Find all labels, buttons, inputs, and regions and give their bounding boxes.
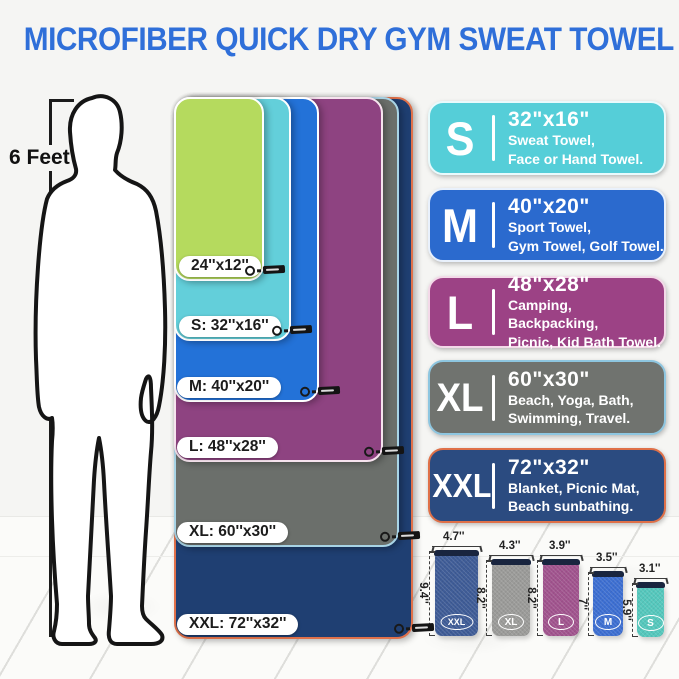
hang-tag-icon bbox=[299, 385, 341, 398]
size-card-letter: L bbox=[446, 285, 474, 339]
size-card-use-line1: Beach, Yoga, Bath, bbox=[508, 391, 634, 408]
size-card-l: L 48"x28" Camping, Backpacking, Picnic, … bbox=[428, 272, 666, 350]
size-card-dimensions: 48"x28" bbox=[508, 272, 590, 296]
size-card-use-line2: Picnic, Kid Bath Towel. bbox=[508, 333, 661, 350]
size-card-use-line2: Beach sunbathing. bbox=[508, 498, 634, 514]
size-card-m: M 40"x20" Sport Towel, Gym Towel, Golf T… bbox=[428, 188, 666, 262]
towel-fold-band bbox=[491, 559, 531, 565]
card-divider bbox=[492, 374, 495, 421]
size-label-m: M: 40''x20'' bbox=[177, 377, 282, 398]
card-divider bbox=[492, 289, 495, 335]
size-card-letter: XL bbox=[436, 375, 484, 420]
towel-fold-band bbox=[636, 582, 665, 588]
width-label: 4.7'' bbox=[443, 531, 465, 543]
height-label: 8.2'' bbox=[525, 587, 537, 609]
size-card-s: S 32"x16" Sweat Towel, Face or Hand Towe… bbox=[428, 101, 666, 175]
folded-size-badge: XL bbox=[498, 614, 524, 630]
size-card-use-line1: Blanket, Picnic Mat, bbox=[508, 479, 640, 496]
size-label-24x12: 24''x12'' bbox=[179, 256, 261, 277]
width-bracket bbox=[432, 546, 481, 547]
folded-size-badge: XXL bbox=[440, 614, 473, 630]
card-divider bbox=[492, 115, 495, 161]
size-label-xxl: XXL: 72''x32'' bbox=[177, 614, 299, 635]
towel-fold-band bbox=[592, 571, 624, 577]
hang-tag-icon bbox=[379, 530, 421, 543]
width-bracket bbox=[489, 555, 533, 556]
height-label: 7'' bbox=[576, 598, 588, 610]
size-card-letter: XXL bbox=[432, 467, 492, 504]
towel-fold-band bbox=[542, 559, 580, 565]
size-card-use-line2: Gym Towel, Golf Towel. bbox=[508, 237, 664, 254]
height-bracket bbox=[486, 560, 492, 636]
hang-tag-icon bbox=[363, 445, 405, 458]
width-bracket bbox=[590, 567, 626, 568]
height-reference-label: 6 Feet bbox=[5, 145, 74, 171]
height-label: 9.4'' bbox=[417, 582, 429, 604]
width-bracket bbox=[540, 555, 582, 556]
width-label: 3.5'' bbox=[596, 552, 618, 564]
size-card-use-line2: Face or Hand Towel. bbox=[508, 150, 644, 167]
card-divider bbox=[492, 462, 495, 509]
folded-towel-l: L bbox=[542, 559, 580, 636]
size-card-dimensions: 40"x20" bbox=[508, 195, 590, 218]
height-bracket bbox=[429, 551, 435, 636]
height-label: 5.9'' bbox=[620, 599, 632, 621]
size-card-dimensions: 60"x30" bbox=[508, 367, 590, 391]
towel-fold-band bbox=[434, 550, 479, 556]
folded-towel-s: S bbox=[636, 582, 665, 637]
size-card-xl: XL 60"x30" Beach, Yoga, Bath, Swimming, … bbox=[428, 360, 666, 435]
hang-tag-icon bbox=[271, 324, 313, 337]
size-card-xxl: XXL 72"x32" Blanket, Picnic Mat, Beach s… bbox=[428, 448, 666, 523]
size-label-l: L: 48''x28'' bbox=[177, 437, 278, 458]
folded-size-badge: M bbox=[595, 614, 621, 630]
size-label-s: S: 32''x16'' bbox=[179, 316, 281, 337]
size-card-use-line1: Camping, Backpacking, bbox=[508, 296, 599, 332]
hang-tag-icon bbox=[393, 622, 435, 635]
height-measure-tick-top bbox=[49, 99, 74, 102]
folded-size-badge: S bbox=[637, 615, 664, 631]
size-card-letter: S bbox=[445, 111, 475, 165]
size-label-xl: XL: 60''x30'' bbox=[177, 522, 289, 543]
width-label: 3.1'' bbox=[639, 563, 661, 575]
person-outline bbox=[33, 94, 168, 646]
height-bracket bbox=[588, 572, 594, 636]
size-card-use-line1: Sweat Towel, bbox=[508, 132, 595, 148]
page-title: MICROFIBER QUICK DRY GYM SWEAT TOWEL bbox=[23, 21, 675, 57]
size-card-use-line1: Sport Towel, bbox=[508, 219, 591, 235]
width-label: 3.9'' bbox=[549, 540, 571, 552]
folded-towel-xxl: XXL bbox=[434, 550, 479, 636]
folded-towel-m: M bbox=[592, 571, 624, 636]
size-card-dimensions: 32"x16" bbox=[508, 108, 590, 131]
card-divider bbox=[492, 202, 495, 248]
towel-24x12 bbox=[174, 97, 264, 281]
folded-towel-xl: XL bbox=[491, 559, 531, 636]
size-card-use-line2: Swimming, Travel. bbox=[508, 410, 631, 426]
height-label: 8.2'' bbox=[474, 587, 486, 609]
size-card-dimensions: 72"x32" bbox=[508, 455, 590, 479]
width-label: 4.3'' bbox=[499, 540, 521, 552]
size-card-letter: M bbox=[441, 198, 479, 252]
hang-tag-icon bbox=[244, 264, 286, 277]
height-bracket bbox=[632, 583, 638, 637]
folded-size-badge: L bbox=[548, 614, 574, 630]
width-bracket bbox=[634, 578, 667, 579]
height-bracket bbox=[537, 560, 543, 636]
